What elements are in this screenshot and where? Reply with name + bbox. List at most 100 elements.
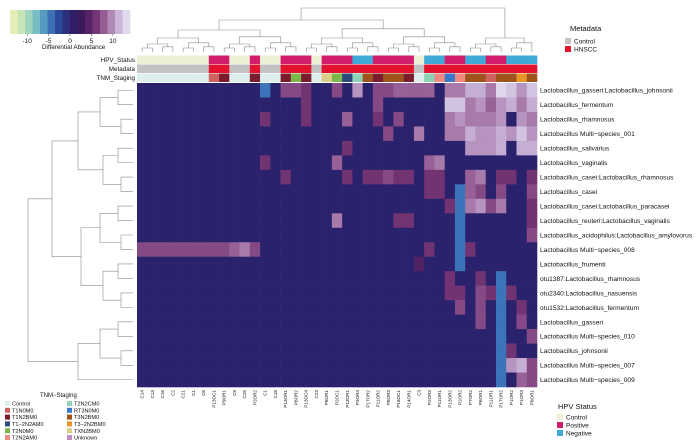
hpv-status-cell <box>188 55 199 64</box>
heatmap-cell <box>280 213 292 229</box>
heatmap-cell <box>383 271 394 286</box>
heatmap-cell <box>434 198 445 214</box>
heatmap-cell <box>157 372 169 388</box>
hpv-status-cell <box>229 55 240 64</box>
heatmap-cell <box>352 271 363 286</box>
heatmap-cell <box>454 372 466 388</box>
heatmap-cell <box>260 372 271 388</box>
heatmap-cell <box>465 300 476 315</box>
heatmap-cell <box>239 343 251 359</box>
heatmap-cell <box>342 329 353 344</box>
heatmap-cell <box>413 285 425 301</box>
tnm-label: T2N2CM0 <box>74 402 100 408</box>
heatmap-cell <box>465 271 476 286</box>
tnm-staging-cell <box>249 73 261 82</box>
heatmap-cell <box>352 343 363 359</box>
tnm-staging-cell <box>219 73 230 82</box>
heatmap-cell <box>516 285 528 301</box>
heatmap-cell <box>280 358 292 373</box>
heatmap-cell <box>506 83 517 98</box>
heatmap-cell <box>311 358 322 373</box>
heatmap-cell <box>321 126 333 142</box>
heatmap-cell <box>137 343 148 359</box>
heatmap-cell <box>301 140 312 156</box>
heatmap-cell <box>239 126 251 142</box>
annotation-label-metadata: Metadata <box>109 66 136 73</box>
hpv-status-cell <box>198 55 210 64</box>
heatmap-cell <box>188 155 199 171</box>
heatmap-cell <box>219 358 230 373</box>
heatmap-cell <box>506 242 517 258</box>
heatmap-cell <box>465 198 476 214</box>
heatmap-cell <box>331 184 343 200</box>
colorbar-segment <box>17 10 26 34</box>
heatmap-cell <box>331 242 343 258</box>
heatmap-cell <box>260 169 271 185</box>
heatmap-cell <box>383 227 394 243</box>
heatmap-cell <box>485 343 497 359</box>
heatmap-cell <box>321 184 333 200</box>
metadata-cell <box>301 64 312 73</box>
tnm-label: T1N0M0 <box>12 408 33 414</box>
heatmap-cell <box>383 213 394 229</box>
heatmap-cell <box>475 97 487 113</box>
heatmap-cell <box>219 169 230 185</box>
heatmap-cell <box>301 358 312 373</box>
heatmap-cell <box>229 213 240 229</box>
row-label: Lactobacillus_salivarius <box>540 146 610 153</box>
heatmap-cell <box>321 97 333 113</box>
row-label: Lactobacillus_frumenti <box>540 261 606 268</box>
legend-swatch-hnscc <box>565 46 571 52</box>
heatmap-cell <box>506 169 517 185</box>
row-label: Lactobacillus_vaginalis <box>540 160 608 167</box>
column-label: P2OR2 <box>458 390 463 406</box>
tnm-staging-cell <box>516 73 528 82</box>
heatmap-cell <box>301 155 312 171</box>
heatmap-cell <box>413 198 425 214</box>
heatmap-cell <box>157 285 169 301</box>
heatmap-cell <box>413 242 425 258</box>
tnm-staging-cell <box>229 73 240 82</box>
heatmap-cell <box>506 314 517 330</box>
hpv-label-negative: Negative <box>566 431 592 438</box>
hpv-status-cell <box>321 55 333 64</box>
heatmap-cell <box>424 343 435 359</box>
tnm-label: T3−2N2BM0 <box>74 422 106 428</box>
heatmap-cell <box>321 111 333 127</box>
tnm-staging-cell <box>393 73 404 82</box>
heatmap-cell <box>393 213 404 229</box>
heatmap-cell <box>167 329 179 344</box>
heatmap-cell <box>465 155 476 171</box>
heatmap-cell <box>157 343 169 359</box>
colorbar-segment <box>107 10 116 34</box>
heatmap-cell <box>516 372 528 388</box>
heatmap-cell <box>383 184 394 200</box>
heatmap-cell <box>393 256 404 272</box>
heatmap-cell <box>495 285 507 301</box>
heatmap-cell <box>372 256 384 272</box>
heatmap-cell <box>465 285 476 301</box>
heatmap-cell <box>413 111 425 127</box>
heatmap-cell <box>434 97 445 113</box>
heatmap-cell <box>516 242 528 258</box>
heatmap-cell <box>157 184 169 200</box>
heatmap-cell <box>465 83 476 98</box>
heatmap-cell <box>454 111 466 127</box>
row-label: otu1532:Lactobacillus_fermentum <box>540 305 639 312</box>
heatmap-cell <box>495 97 507 113</box>
heatmap-cell <box>229 372 240 388</box>
tnm-staging-cell <box>188 73 199 82</box>
tnm-staging-cell <box>270 73 281 82</box>
dendrogram-link <box>516 42 533 52</box>
heatmap-cell <box>506 213 517 229</box>
heatmap-cell <box>137 300 148 315</box>
heatmap-cell <box>362 343 374 359</box>
heatmap-cell <box>198 358 210 373</box>
heatmap-cells <box>137 83 538 388</box>
heatmap-cell <box>270 256 281 272</box>
column-label: P8OR3 <box>386 390 391 406</box>
heatmap-cell <box>290 300 302 315</box>
heatmap-cell <box>465 213 476 229</box>
heatmap-cell <box>342 213 353 229</box>
